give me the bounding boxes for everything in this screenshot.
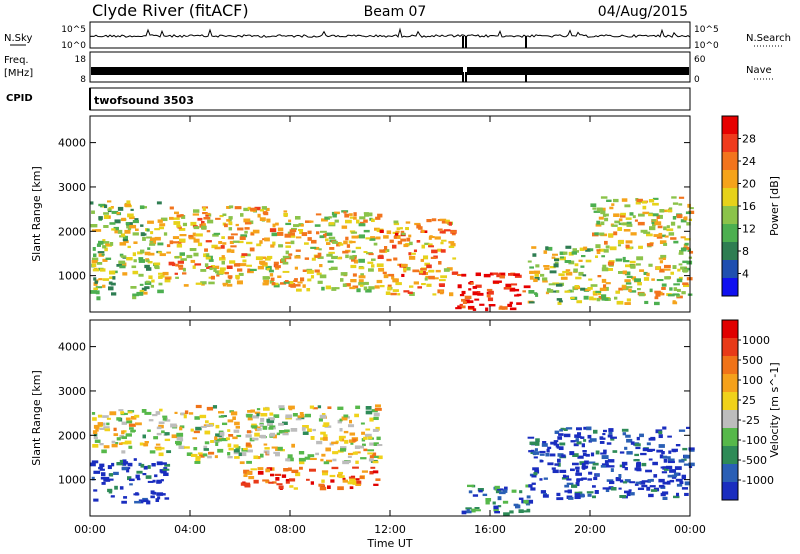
power-cbar-label-5: 24: [742, 155, 756, 168]
velocity-frame: [89, 319, 691, 517]
nsky-tick-bottom: 10^0: [61, 41, 86, 51]
velocity-ytick-label-1: 2000: [58, 429, 86, 442]
power-colorbar-seg-6: [722, 170, 738, 188]
power-colorbar-seg-1: [722, 260, 738, 278]
velocity-xlabel: Time UT: [366, 537, 412, 550]
power-colorbar-seg-7: [722, 152, 738, 170]
velocity-xtick-label-0: 00:00: [74, 523, 106, 536]
velocity-colorbar-title: Velocity [m s^-1]: [768, 362, 781, 457]
velocity-colorbar-seg-3: [722, 428, 738, 446]
velocity-colorbar-seg-6: [722, 374, 738, 392]
power-ytick-label-2: 3000: [58, 181, 86, 194]
date-label: 04/Aug/2015: [598, 4, 688, 20]
power-cbar-label-2: 12: [742, 223, 756, 236]
velocity-colorbar-seg-2: [722, 446, 738, 464]
station-title: Clyde River (fitACF): [92, 1, 249, 20]
velocity-ytick-label-3: 4000: [58, 341, 86, 354]
nave-tick-top: 60: [694, 55, 706, 65]
velocity-cbar-label-3: 25: [742, 394, 756, 407]
nsky-tick-top: 10^5: [61, 25, 86, 35]
nsearch-label: N.Search: [746, 33, 791, 44]
velocity-colorbar-seg-7: [722, 356, 738, 374]
velocity-xtick-label-3: 12:00: [374, 523, 406, 536]
velocity-xtick-label-6: 00:00: [674, 523, 706, 536]
nave-label: Nave: [746, 65, 772, 76]
nsearch-tick-bottom: 10^0: [694, 41, 719, 51]
beam-label: Beam 07: [364, 4, 427, 20]
power-colorbar-seg-5: [722, 188, 738, 206]
power-cbar-label-0: 4: [742, 268, 749, 281]
velocity-xtick-label-5: 20:00: [574, 523, 606, 536]
power-cbar-label-3: 16: [742, 200, 756, 213]
power-frame: [89, 115, 691, 313]
velocity-colorbar-seg-4: [722, 410, 738, 428]
power-cbar-label-1: 8: [742, 245, 749, 258]
velocity-xtick-label-4: 16:00: [474, 523, 506, 536]
velocity-colorbar-seg-1: [722, 464, 738, 482]
freq-label-line2: [MHz]: [4, 68, 33, 79]
power-cbar-label-4: 20: [742, 178, 756, 191]
freq-panel-frame: [89, 51, 691, 83]
freq-tick-top: 18: [75, 55, 87, 65]
power-colorbar-seg-2: [722, 242, 738, 260]
cpid-label: CPID: [6, 93, 33, 104]
velocity-cbar-label-0: 1000: [742, 334, 770, 347]
velocity-ylabel: Slant Range [km]: [30, 370, 43, 466]
velocity-cbar-label-7: -1000: [742, 474, 774, 487]
velocity-cbar-label-1: 500: [742, 354, 763, 367]
power-ytick-label-1: 2000: [58, 225, 86, 238]
cpid-value: twofsound 3503: [94, 94, 194, 107]
power-colorbar-seg-4: [722, 206, 738, 224]
power-colorbar-seg-9: [722, 116, 738, 134]
freq-label-line1: Freq.: [4, 55, 29, 66]
velocity-colorbar-seg-0: [722, 482, 738, 500]
nsky-label: N.Sky: [4, 33, 32, 44]
freq-trace-b: [467, 67, 689, 75]
velocity-ytick-label-0: 1000: [58, 474, 86, 487]
freq-trace-a: [91, 67, 463, 75]
velocity-data: [90, 404, 695, 516]
velocity-cbar-label-5: -100: [742, 434, 767, 447]
power-colorbar-title: Power [dB]: [768, 176, 781, 236]
velocity-xtick-label-1: 04:00: [174, 523, 206, 536]
velocity-colorbar-seg-9: [722, 320, 738, 338]
power-ylabel: Slant Range [km]: [30, 166, 43, 262]
velocity-cbar-label-2: 100: [742, 374, 763, 387]
power-ytick-label-0: 1000: [58, 270, 86, 283]
power-ytick-label-3: 4000: [58, 137, 86, 150]
power-cbar-label-6: 28: [742, 133, 756, 146]
velocity-xtick-label-2: 08:00: [274, 523, 306, 536]
nsky-panel-frame: [89, 21, 691, 49]
velocity-colorbar-seg-5: [722, 392, 738, 410]
velocity-colorbar-seg-8: [722, 338, 738, 356]
velocity-cbar-label-4: -25: [742, 414, 760, 427]
nsearch-tick-top: 10^5: [694, 25, 719, 35]
velocity-cbar-label-6: -500: [742, 454, 767, 467]
power-colorbar-seg-0: [722, 278, 738, 296]
nsky-trace: [89, 27, 691, 38]
velocity-ytick-label-2: 3000: [58, 385, 86, 398]
velocity-colorbar-frame: [721, 319, 739, 501]
power-colorbar-seg-3: [722, 224, 738, 242]
freq-tick-bottom: 8: [80, 75, 86, 85]
power-data: [90, 196, 695, 312]
power-colorbar-seg-8: [722, 134, 738, 152]
nave-tick-bottom: 0: [694, 75, 700, 85]
